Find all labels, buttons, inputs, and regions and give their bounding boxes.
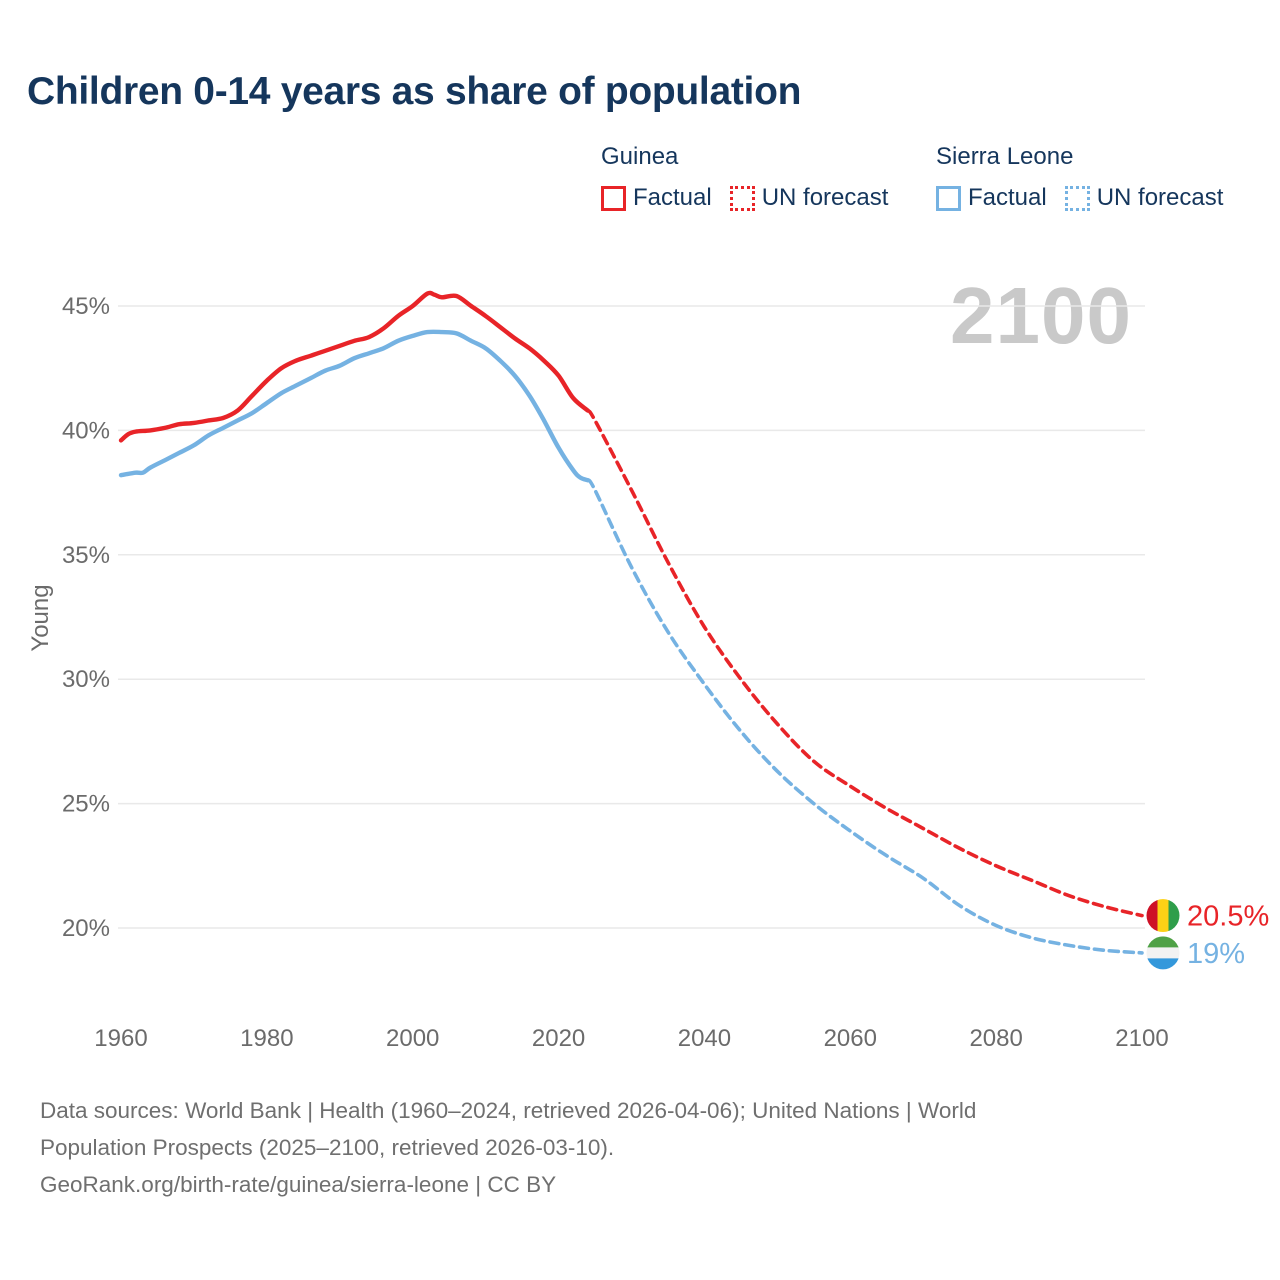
x-tick-label: 1980	[240, 1025, 293, 1052]
guinea-end-value-label: 20.5%	[1187, 901, 1269, 933]
sierra-leone-flag-icon	[1146, 936, 1180, 970]
series-guinea-factual-line	[118, 290, 590, 443]
legend-item-sierra-leone-factual[interactable]: Factual	[936, 184, 1047, 212]
sierra-leone-factual-swatch-icon	[936, 185, 961, 211]
watermark-year: 2100	[950, 271, 1132, 360]
y-tick-label: 40%	[62, 417, 110, 444]
x-tick-label: 2000	[386, 1025, 439, 1052]
x-tick-label: 2080	[969, 1025, 1022, 1052]
y-tick-label: 35%	[62, 542, 110, 569]
x-tick-label: 1960	[94, 1025, 147, 1052]
legend-item-label: Factual	[968, 184, 1047, 211]
x-tick-label: 2040	[678, 1025, 731, 1052]
guinea-flag-icon	[1146, 899, 1180, 933]
data-sources-line-1: Data sources: World Bank | Health (1960–…	[40, 1098, 977, 1123]
guinea-factual-swatch-icon	[601, 185, 626, 211]
x-tick-label: 2020	[532, 1025, 585, 1052]
legend-item-label: Factual	[633, 184, 712, 211]
legend-row-sierra-leone: Factual UN forecast	[936, 184, 1223, 212]
series-sierra-leone-forecast-line	[585, 478, 1144, 955]
legend-group-sierra-leone: Sierra Leone Factual UN forecast	[936, 143, 1223, 212]
legend-row-guinea: Factual UN forecast	[601, 184, 888, 212]
legend-item-guinea-factual[interactable]: Factual	[601, 184, 712, 212]
page-title: Children 0-14 years as share of populati…	[27, 70, 802, 113]
y-tick-label: 45%	[62, 293, 110, 320]
series-sierra-leone-factual-line	[118, 329, 590, 483]
x-tick-label: 2060	[824, 1025, 877, 1052]
legend-item-label: UN forecast	[761, 184, 889, 211]
legend-item-label: UN forecast	[1096, 184, 1224, 211]
legend-group-guinea: Guinea Factual UN forecast	[601, 143, 888, 212]
sierra-leone-forecast-swatch-icon	[1064, 185, 1090, 211]
x-tick-label: 2100	[1115, 1025, 1168, 1052]
legend-item-guinea-forecast[interactable]: UN forecast	[729, 184, 889, 212]
y-tick-label: 20%	[62, 915, 110, 942]
sierra-leone-end-value-label: 19%	[1187, 938, 1245, 970]
y-tick-label: 30%	[62, 666, 110, 693]
footer: Data sources: World Bank | Health (1960–…	[40, 1092, 976, 1203]
legend-sierra-leone-name: Sierra Leone	[936, 143, 1074, 170]
legend-item-sierra-leone-forecast[interactable]: UN forecast	[1064, 184, 1224, 212]
citation-line: GeoRank.org/birth-rate/guinea/sierra-leo…	[40, 1172, 557, 1197]
series-guinea-forecast-line	[585, 408, 1144, 918]
legend-guinea-name: Guinea	[601, 143, 679, 170]
y-tick-label: 25%	[62, 791, 110, 818]
guinea-forecast-swatch-icon	[729, 185, 755, 211]
data-sources-line-2: Population Prospects (2025–2100, retriev…	[40, 1135, 615, 1160]
